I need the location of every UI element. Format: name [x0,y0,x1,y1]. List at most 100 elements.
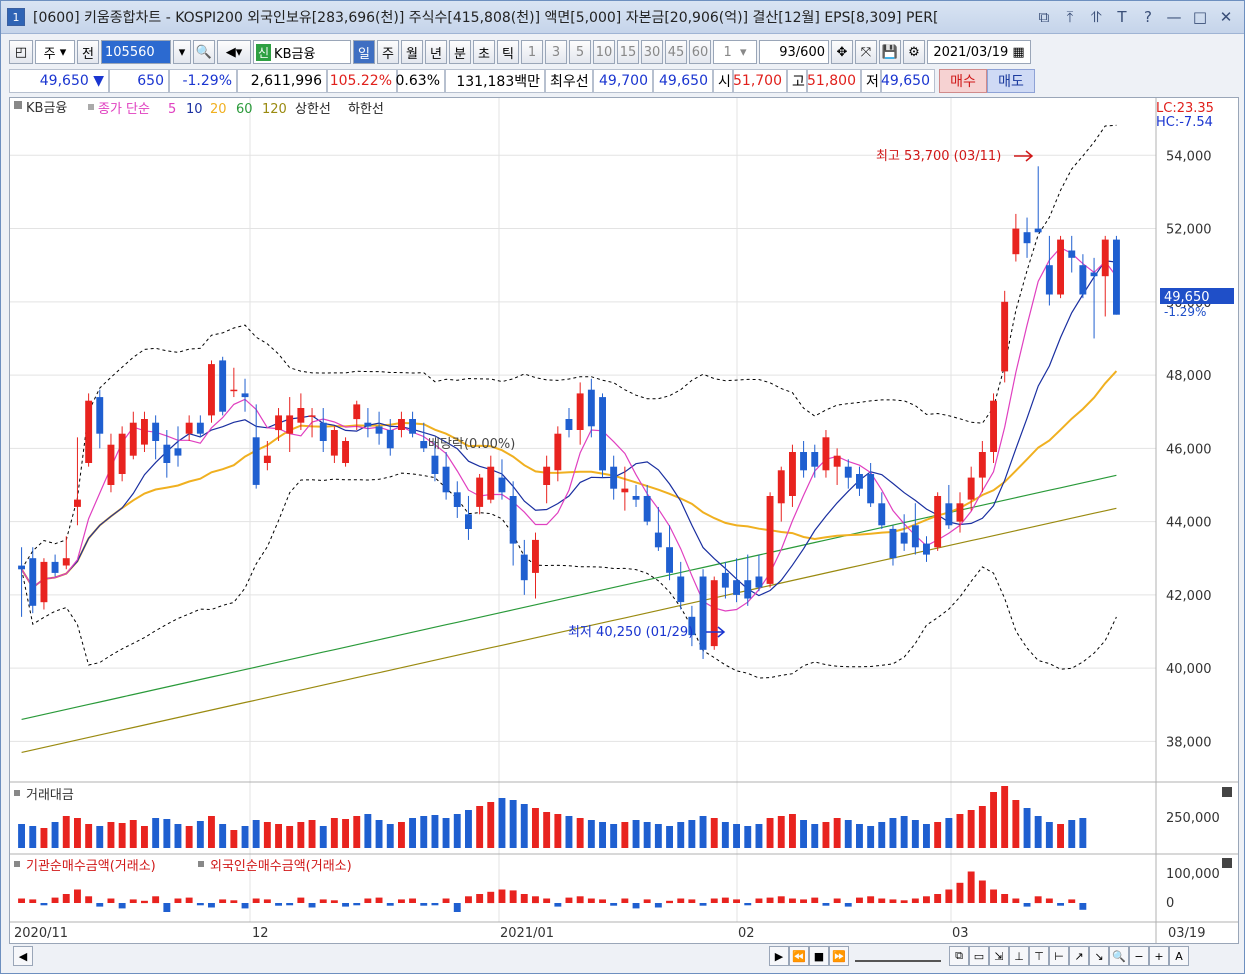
legend-ma-20[interactable]: 20 [210,102,227,117]
link-icon[interactable]: ⧉ [1038,8,1050,26]
volume-bar [342,819,349,848]
candlestick-chart[interactable]: 38,00040,00042,00044,00046,00048,00050,0… [10,98,1238,943]
volume-bar [297,822,305,848]
volume-bar [956,814,964,848]
candle-body [990,400,997,452]
volume-bar [129,820,137,848]
period-week[interactable]: 주 [377,40,399,64]
sound-icon[interactable]: ◀▾ [217,40,251,64]
candle-body [532,539,539,573]
net-buy-bar [1057,903,1064,906]
prefix-button[interactable]: 전 [77,40,99,64]
rewind-icon[interactable]: ⏪ [789,946,809,966]
layout-icon[interactable]: ◰ [9,40,33,64]
period-month[interactable]: 월 [401,40,423,64]
cursor-icon[interactable]: ⤧ [855,40,877,64]
text-icon[interactable]: T [1117,8,1127,26]
period-year[interactable]: 년 [425,40,447,64]
volume-bar [777,816,785,848]
tool-5-icon[interactable]: ↘ [1089,946,1109,966]
net-buy-bar [476,894,484,903]
gear-icon[interactable]: ⚙ [903,40,925,64]
interval-15[interactable]: 15 [617,40,639,64]
stock-code-input[interactable]: 105560 [101,40,171,64]
legend-stock-name[interactable]: KB금융 [26,101,67,116]
volume-bar [878,822,886,848]
net-title-institution[interactable]: 기관순매수금액(거래소) [26,859,156,874]
legend-ma-10[interactable]: 10 [186,102,203,117]
fast-forward-icon[interactable]: ⏩ [829,946,849,966]
legend-ma-120[interactable]: 120 [262,102,287,117]
unit-select[interactable]: 1 ▾ [713,40,757,64]
scroll-left-icon[interactable]: ◀ [13,946,33,966]
count-field[interactable]: 93/600 [759,40,829,64]
chart-area[interactable]: 38,00040,00042,00044,00046,00048,00050,0… [9,97,1239,944]
volume-bar [789,814,796,848]
interval-45[interactable]: 45 [665,40,687,64]
close-icon[interactable]: ✕ [1219,8,1233,26]
net-close-icon[interactable] [1222,858,1232,868]
moving-averages [20,124,1118,753]
window-icon[interactable]: ▭ [969,946,989,966]
help-icon[interactable]: ? [1144,8,1152,26]
tool-2-icon[interactable]: ⊤ [1029,946,1049,966]
copy-icon[interactable]: ⧉ [949,946,969,966]
interval-1[interactable]: 1 [521,40,543,64]
zoom-out-icon[interactable]: − [1129,946,1149,966]
net-buy-bar [856,897,863,903]
net-buy-bar [353,903,361,906]
search-icon[interactable]: 🔍 [193,40,215,64]
window-number[interactable]: 1 [7,8,25,26]
period-second[interactable]: 초 [473,40,495,64]
volume-panel-title[interactable]: 거래대금 [26,788,74,803]
price-tick-label: 52,000 [1166,223,1212,238]
interval-60[interactable]: 60 [689,40,711,64]
period-tick[interactable]: 틱 [497,40,519,64]
date-field[interactable]: 2021/03/19 ▦ [927,40,1031,64]
legend-upper-band[interactable]: 상한선 [295,102,331,117]
interval-30[interactable]: 30 [641,40,663,64]
crosshair-icon[interactable]: ✥ [831,40,853,64]
zoom-in-icon[interactable]: 🔍 [1109,946,1129,966]
legend-ma-60[interactable]: 60 [236,102,253,117]
net-buy-bar [789,898,796,903]
pin-icon[interactable]: ⤒ [1066,8,1074,26]
volume-bar [208,816,215,848]
net-buy-bar [1079,903,1087,910]
net-buy-bar [498,889,506,903]
net-buy-bar [51,897,59,903]
tool-1-icon[interactable]: ⊥ [1009,946,1029,966]
legend-lower-band[interactable]: 하한선 [348,102,384,117]
period-minute[interactable]: 분 [449,40,471,64]
volume-close-icon[interactable] [1222,787,1232,797]
zoom-slider[interactable] [855,950,941,962]
legend-close-label[interactable]: 종가 단순 [98,102,150,117]
sell-button[interactable]: 매도 [987,69,1035,93]
scroll-right-icon[interactable]: ▶ [769,946,789,966]
auto-icon[interactable]: A [1169,946,1189,966]
period-select[interactable]: 주 ▾ [35,40,75,64]
net-title-foreign[interactable]: 외국인순매수금액(거래소) [210,859,352,874]
tool-4-icon[interactable]: ↗ [1069,946,1089,966]
period-day[interactable]: 일 [353,40,375,64]
horizontal-scrollbar[interactable] [39,949,769,963]
legend-ma-5[interactable]: 5 [168,102,176,117]
net-buy-bar [1068,899,1076,903]
buy-button[interactable]: 매수 [939,69,987,93]
maximize-icon[interactable]: □ [1192,8,1208,26]
export-icon[interactable]: ⇲ [989,946,1009,966]
volume-bar [856,824,863,848]
stock-name-field[interactable]: 신 KB금융 [253,40,351,64]
interval-5[interactable]: 5 [569,40,591,64]
minimize-icon[interactable]: — [1166,8,1182,26]
pin-top-icon[interactable]: ⥣ [1090,8,1102,26]
xlabel-current-date: 03/19 [1168,926,1205,941]
stop-icon[interactable]: ■ [809,946,829,966]
save-icon[interactable]: 💾 [879,40,901,64]
tool-3-icon[interactable]: ⊢ [1049,946,1069,966]
interval-10[interactable]: 10 [593,40,615,64]
code-dropdown-icon[interactable]: ▾ [173,40,191,64]
add-icon[interactable]: + [1149,946,1169,966]
interval-3[interactable]: 3 [545,40,567,64]
